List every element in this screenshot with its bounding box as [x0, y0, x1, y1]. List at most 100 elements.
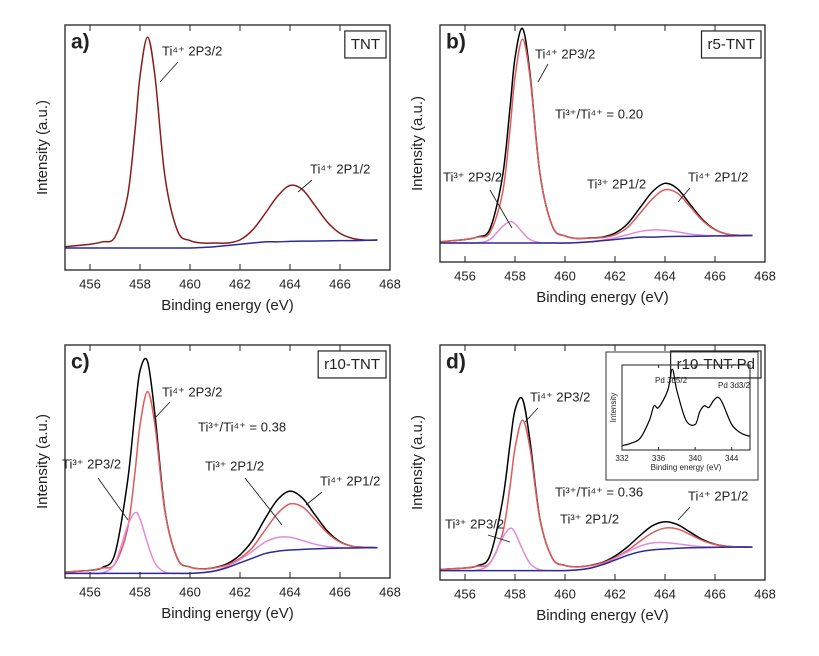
x-tick-label: 464: [279, 584, 301, 599]
x-tick-label: 468: [379, 276, 401, 291]
x-tick-label: 466: [329, 276, 351, 291]
annotation: Ti⁴⁺ 2P3/2: [535, 46, 595, 61]
x-tick-label: 458: [129, 584, 151, 599]
x-tick-label: 466: [704, 586, 726, 601]
sample-name-box: [700, 30, 762, 59]
x-tick-label: 456: [454, 586, 476, 601]
x-tick-label: 456: [454, 268, 476, 283]
x-tick-label: 456: [79, 276, 101, 291]
series-line: [65, 239, 378, 249]
y-axis-label: Intensity (a.u.): [34, 414, 51, 509]
annotation-leader: [154, 401, 171, 419]
series-line: [65, 546, 378, 575]
annotation-leader: [305, 491, 323, 506]
x-tick-label: 336: [652, 454, 666, 463]
series-line: [440, 27, 753, 243]
annotation: Ti³⁺ 2P3/2: [62, 456, 121, 471]
annotation-leader: [677, 506, 691, 521]
panel-label: b): [446, 31, 466, 54]
sample-name: TNT: [351, 36, 380, 53]
x-tick-label: 464: [654, 586, 676, 601]
sample-name: r5-TNT: [708, 36, 756, 53]
x-axis-label: Binding energy (eV): [651, 463, 722, 472]
series-line: [65, 511, 378, 575]
x-tick-label: 466: [329, 584, 351, 599]
sample-name-box: [670, 350, 762, 379]
sample-name-box: [344, 30, 387, 59]
annotation: Ti⁴⁺ 2P3/2: [162, 384, 222, 399]
x-tick-label: 462: [604, 268, 626, 283]
x-tick-label: 468: [754, 268, 776, 283]
y-axis-label: Intensity (a.u.): [34, 100, 51, 195]
x-tick-label: 460: [554, 586, 576, 601]
annotation: Ti⁴⁺ 2P3/2: [530, 389, 590, 404]
series-line: [440, 220, 753, 244]
x-axis-label: Binding energy (eV): [536, 289, 669, 306]
x-tick-label: 460: [554, 268, 576, 283]
x-axis-label: Binding energy (eV): [161, 297, 294, 314]
annotation-leader: [489, 189, 513, 229]
annotation-leader: [159, 61, 179, 83]
plot-frame: [64, 24, 391, 271]
x-tick-label: 462: [229, 584, 251, 599]
annotation: Pd 3d3/2: [718, 381, 751, 390]
x-tick-label: 462: [229, 276, 251, 291]
annotation: Pd 3d5/2: [655, 376, 688, 385]
annotation: Ti³⁺ 2P3/2: [445, 516, 504, 531]
x-tick-label: 332: [615, 454, 629, 463]
annotation-leader: [97, 477, 129, 521]
x-tick-label: 462: [604, 586, 626, 601]
annotation: Ti⁴⁺ 2P3/2: [162, 43, 222, 58]
plot-frame: [439, 24, 766, 263]
annotation-leader: [537, 63, 549, 83]
annotation: Ti³⁺ 2P1/2: [560, 511, 619, 526]
x-tick-label: 468: [379, 584, 401, 599]
annotation: Ti³⁺/Ti⁴⁺ = 0.38: [198, 419, 286, 434]
series-line: [440, 38, 753, 243]
series-line: [65, 36, 378, 248]
x-tick-label: 460: [179, 584, 201, 599]
x-tick-label: 458: [504, 268, 526, 283]
y-axis-label: Intensity: [609, 393, 618, 423]
plot-frame: [64, 344, 391, 579]
annotation: Ti⁴⁺ 2P1/2: [688, 169, 748, 184]
plot-frame: [621, 364, 751, 451]
panel-label: c): [71, 351, 90, 374]
plot-frame: [439, 344, 766, 581]
sample-name: r10-TNT-Pd: [677, 356, 755, 373]
series-line: [440, 546, 753, 572]
x-tick-label: 458: [504, 586, 526, 601]
x-axis-label: Binding energy (eV): [161, 605, 294, 622]
annotation-leader: [524, 407, 539, 423]
x-tick-label: 460: [179, 276, 201, 291]
annotation: Ti⁴⁺ 2P1/2: [320, 473, 380, 488]
y-axis-label: Intensity (a.u.): [409, 96, 426, 191]
x-tick-label: 464: [654, 268, 676, 283]
annotation: Ti⁴⁺ 2P1/2: [688, 488, 748, 503]
annotation: Ti³⁺/Ti⁴⁺ = 0.20: [555, 106, 643, 121]
sample-name-box: [317, 350, 387, 379]
y-axis-label: Intensity (a.u.): [409, 415, 426, 510]
annotation-leader: [677, 187, 691, 203]
x-tick-label: 468: [754, 586, 776, 601]
series-line: [65, 390, 378, 573]
annotation: Ti³⁺ 2P3/2: [443, 169, 502, 184]
x-tick-label: 464: [279, 276, 301, 291]
x-tick-label: 340: [688, 454, 702, 463]
sample-name: r10-TNT: [324, 356, 380, 373]
panel-label: d): [446, 351, 466, 374]
series-line: [622, 368, 750, 447]
annotation: Ti³⁺/Ti⁴⁺ = 0.36: [555, 484, 643, 499]
annotation-leader: [297, 179, 313, 193]
annotation-leader: [244, 477, 283, 526]
inset-box: [605, 351, 759, 481]
x-tick-label: 456: [79, 584, 101, 599]
annotation: Ti³⁺ 2P1/2: [205, 458, 264, 473]
panel-label: a): [71, 31, 90, 54]
x-axis-label: Binding energy (eV): [536, 607, 669, 624]
x-tick-label: 466: [704, 268, 726, 283]
series-line: [440, 234, 753, 244]
x-tick-label: 458: [129, 276, 151, 291]
